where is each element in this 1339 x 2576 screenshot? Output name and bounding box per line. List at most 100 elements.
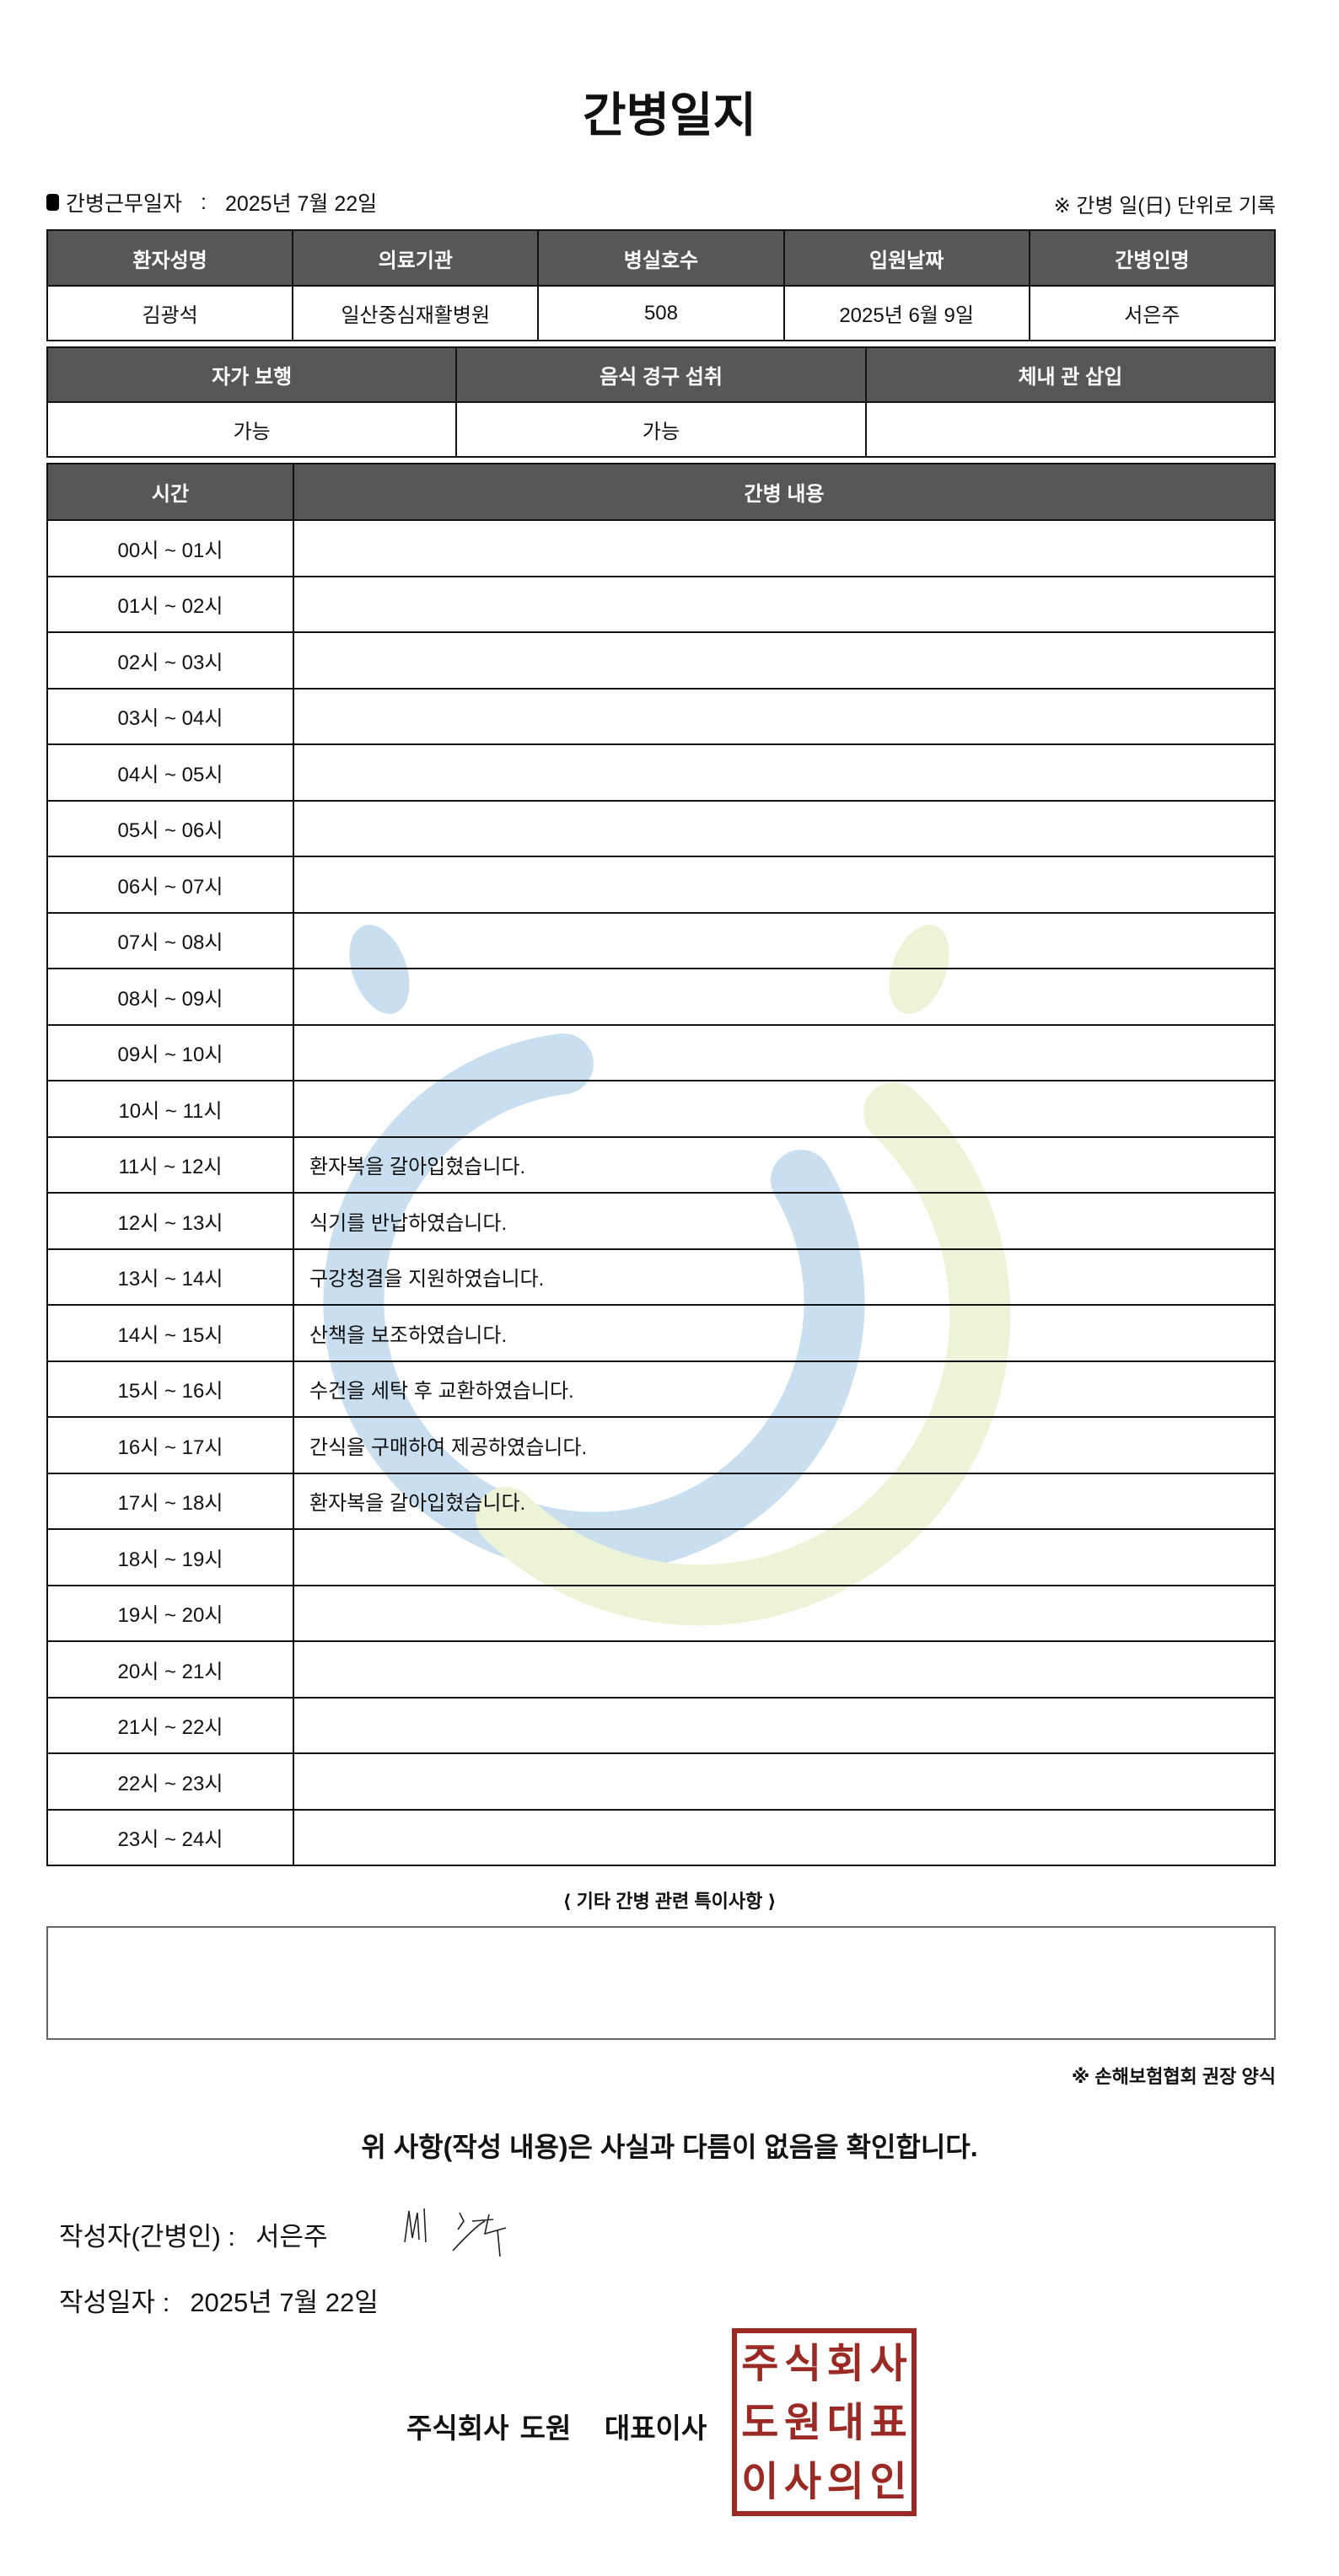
care-content <box>293 1528 1276 1586</box>
table-row: 07시 ~ 08시 <box>46 911 1276 969</box>
care-content: 식기를 반납하였습니다. <box>293 1192 1276 1250</box>
caregiver-name: 서은주 <box>1028 285 1277 341</box>
time-slot: 06시 ~ 07시 <box>46 856 294 914</box>
care-content <box>293 743 1276 802</box>
header-hospital: 의료기관 <box>292 229 540 287</box>
stamp-character: 식 <box>784 2342 822 2386</box>
time-slot: 15시 ~ 16시 <box>46 1360 294 1418</box>
special-notes-box <box>46 1926 1276 2040</box>
table-row: 12시 ~ 13시 식기를 반납하였습니다. <box>46 1192 1276 1250</box>
table-row: 17시 ~ 18시 환자복을 갈아입혔습니다. <box>46 1472 1276 1530</box>
care-content <box>293 1080 1276 1138</box>
stamp-character: 주 <box>741 2342 779 2386</box>
tube-value <box>864 401 1277 458</box>
table-row: 05시 ~ 06시 <box>46 799 1276 857</box>
table-row: 21시 ~ 22시 <box>46 1696 1276 1754</box>
table-row: 18시 ~ 19시 <box>46 1528 1276 1586</box>
form-note: ※ 손해보험협회 권장 양식 <box>1071 2066 1276 2087</box>
care-content: 산책을 보조하였습니다. <box>293 1304 1276 1362</box>
patient-header-row: 환자성명 의료기관 병실호수 입원날짜 간병인명 <box>46 229 1277 287</box>
header-walking: 자가 보행 <box>46 346 458 403</box>
work-date-sep: : <box>201 190 207 214</box>
table-row: 20시 ~ 21시 <box>46 1640 1276 1699</box>
status-table: 자가 보행 음식 경구 섭취 체내 관 삽입 가능 가능 <box>46 346 1277 458</box>
time-slot: 09시 ~ 10시 <box>46 1023 294 1081</box>
table-row: 09시 ~ 10시 <box>46 1023 1276 1081</box>
patient-value-row: 김광석 일산중심재활병원 508 2025년 6월 9일 서은주 <box>46 285 1277 341</box>
time-slot: 16시 ~ 17시 <box>46 1416 294 1474</box>
care-content <box>293 1808 1276 1866</box>
time-slot: 01시 ~ 02시 <box>46 575 294 633</box>
time-slot: 14시 ~ 15시 <box>46 1304 294 1362</box>
patient-table: 환자성명 의료기관 병실호수 입원날짜 간병인명 김광석 일산중심재활병원 50… <box>46 229 1277 341</box>
time-slot: 00시 ~ 01시 <box>46 519 294 577</box>
care-content <box>293 1696 1276 1754</box>
care-content: 환자복을 갈아입혔습니다. <box>293 1472 1276 1530</box>
table-row: 14시 ~ 15시 산책을 보조하였습니다. <box>46 1304 1276 1362</box>
header-room: 병실호수 <box>537 229 785 287</box>
time-slot: 21시 ~ 22시 <box>46 1696 294 1754</box>
time-slot: 02시 ~ 03시 <box>46 631 294 690</box>
care-content: 구강청결을 지원하였습니다. <box>293 1248 1276 1306</box>
care-content <box>293 799 1276 857</box>
time-slot: 12시 ~ 13시 <box>46 1192 294 1250</box>
table-row: 08시 ~ 09시 <box>46 968 1276 1026</box>
stamp-character: 원 <box>784 2401 822 2445</box>
table-row: 13시 ~ 14시 구강청결을 지원하였습니다. <box>46 1248 1276 1306</box>
header-content: 간병 내용 <box>293 463 1276 521</box>
status-header-row: 자가 보행 음식 경구 섭취 체내 관 삽입 <box>46 346 1277 403</box>
time-slot: 04시 ~ 05시 <box>46 743 294 802</box>
table-row: 23시 ~ 24시 <box>46 1808 1276 1866</box>
room-number: 508 <box>537 285 785 341</box>
walking-value: 가능 <box>46 401 458 458</box>
admission-date: 2025년 6월 9일 <box>782 285 1030 341</box>
write-date-label: 작성일자 : <box>59 2288 170 2317</box>
table-row: 16시 ~ 17시 간식을 구매하여 제공하였습니다. <box>46 1416 1276 1474</box>
oral-intake-value: 가능 <box>455 401 867 458</box>
header-caregiver: 간병인명 <box>1028 229 1277 287</box>
care-content <box>293 631 1276 690</box>
record-note: ※ 간병 일(日) 단위로 기록 <box>1053 195 1276 217</box>
header-tube: 체내 관 삽입 <box>864 346 1277 403</box>
header-admission-date: 입원날짜 <box>782 229 1030 287</box>
care-content <box>293 575 1276 633</box>
care-content <box>293 1584 1276 1642</box>
care-content <box>293 968 1276 1026</box>
stamp-character: 도 <box>741 2401 779 2445</box>
work-date-value: 2025년 7월 22일 <box>224 192 378 216</box>
table-row: 01시 ~ 02시 <box>46 575 1276 633</box>
status-value-row: 가능 가능 <box>46 401 1277 458</box>
header-patient-name: 환자성명 <box>46 229 294 287</box>
care-content <box>293 1752 1276 1811</box>
time-slot: 18시 ~ 19시 <box>46 1528 294 1586</box>
stamp-character: 인 <box>869 2460 907 2504</box>
patient-name: 김광석 <box>46 285 294 341</box>
care-content <box>293 519 1276 577</box>
writer-row: 작성자(간병인) : 서은주 <box>59 2215 328 2253</box>
stamp-character: 의 <box>826 2460 864 2504</box>
table-row: 10시 ~ 11시 <box>46 1080 1276 1138</box>
care-content: 간식을 구매하여 제공하였습니다. <box>293 1416 1276 1474</box>
time-slot: 19시 ~ 20시 <box>46 1584 294 1642</box>
care-content <box>293 911 1276 969</box>
table-row: 15시 ~ 16시 수건을 세탁 후 교환하였습니다. <box>46 1360 1276 1418</box>
company-representative: 주식회사 도원 대표이사 <box>406 2412 707 2444</box>
bullet-icon <box>46 194 59 211</box>
time-slot: 07시 ~ 08시 <box>46 911 294 969</box>
table-row: 06시 ~ 07시 <box>46 856 1276 914</box>
confirmation-text: 위 사항(작성 내용)은 사실과 다름이 없음을 확인합니다. <box>361 2132 978 2162</box>
time-slot: 05시 ~ 06시 <box>46 799 294 857</box>
notes-label: ⟨ 기타 간병 관련 특이사항 ⟩ <box>562 1891 777 1912</box>
care-content: 수건을 세탁 후 교환하였습니다. <box>293 1360 1276 1418</box>
time-slot: 22시 ~ 23시 <box>46 1752 294 1811</box>
hospital: 일산중심재활병원 <box>292 285 540 341</box>
page-title: 간병일지 <box>582 89 757 142</box>
stamp-character: 대 <box>826 2401 864 2445</box>
stamp-character: 이 <box>741 2460 779 2504</box>
care-content <box>293 1640 1276 1699</box>
time-slot: 10시 ~ 11시 <box>46 1080 294 1138</box>
handwritten-signature <box>404 2208 507 2257</box>
write-date-row: 작성일자 : 2025년 7월 22일 <box>59 2281 379 2319</box>
care-content: 환자복을 갈아입혔습니다. <box>293 1135 1276 1194</box>
table-row: 02시 ~ 03시 <box>46 631 1276 690</box>
